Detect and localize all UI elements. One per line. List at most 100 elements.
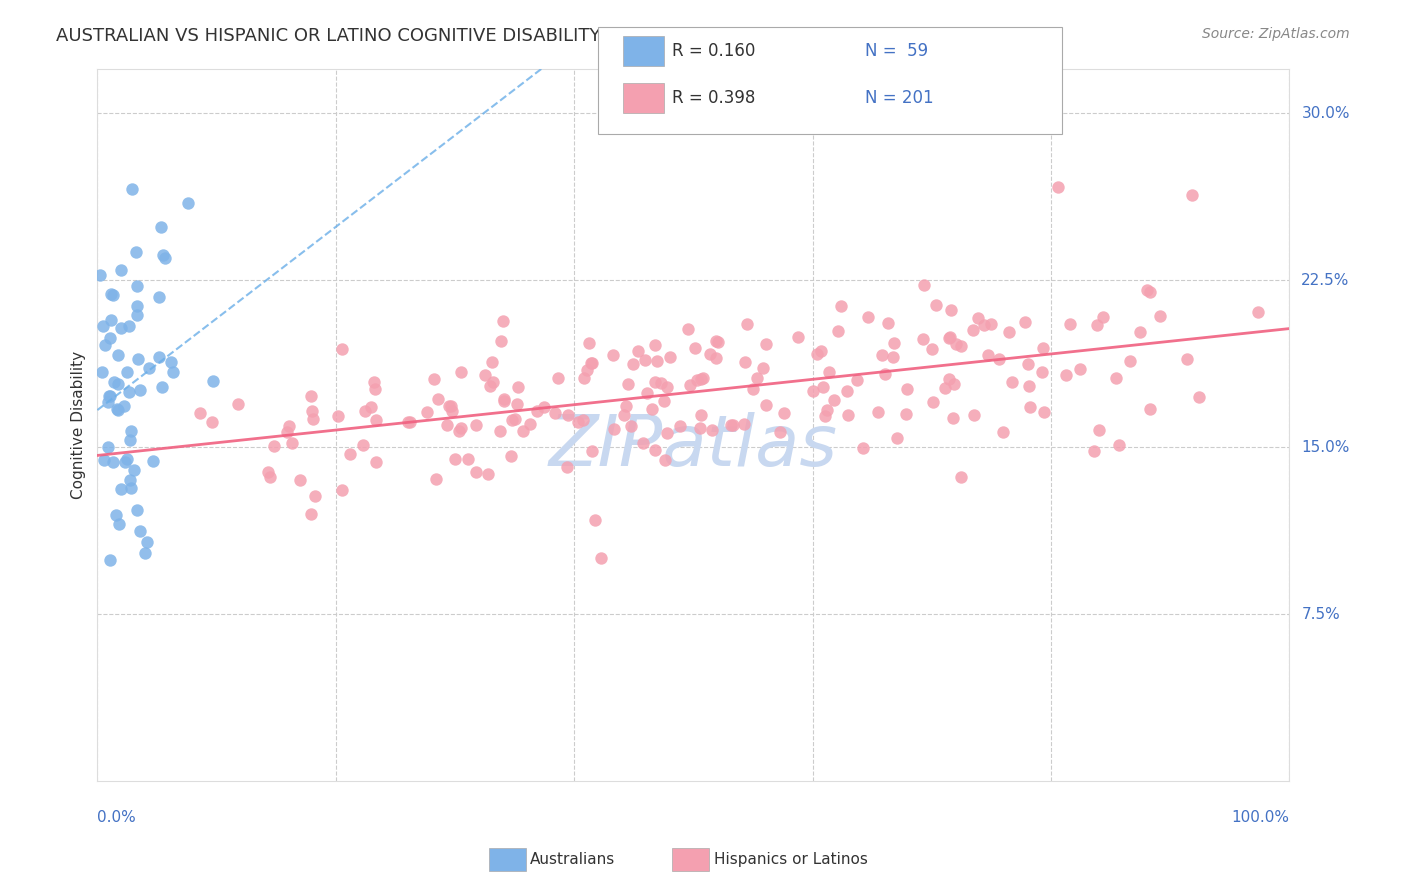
Point: [134, 546, 156, 560]
Point: [950, 339, 973, 353]
Point: [114, 399, 136, 413]
Point: [280, 435, 302, 450]
Point: [1105, 370, 1128, 384]
Point: [352, 437, 374, 451]
Point: [683, 341, 706, 355]
Point: [1139, 401, 1161, 416]
Point: [399, 415, 422, 429]
Point: [925, 298, 948, 312]
Point: [1136, 284, 1159, 298]
Point: [647, 354, 669, 368]
Point: [1149, 310, 1171, 324]
Point: [136, 534, 159, 549]
Point: [1031, 365, 1053, 379]
Y-axis label: Cognitive Disability: Cognitive Disability: [72, 351, 86, 499]
Point: [97, 440, 120, 454]
Point: [755, 337, 778, 351]
Point: [689, 421, 711, 435]
Point: [1175, 352, 1198, 367]
Point: [922, 394, 945, 409]
Point: [122, 463, 145, 477]
Point: [669, 419, 692, 434]
Point: [1000, 375, 1022, 389]
Point: [354, 404, 377, 418]
Point: [94, 338, 117, 352]
Point: [621, 357, 644, 371]
Point: [107, 403, 129, 417]
Point: [129, 524, 152, 538]
Point: [811, 380, 834, 394]
Point: [690, 372, 713, 386]
Point: [557, 408, 579, 422]
Point: [93, 452, 115, 467]
Point: [360, 400, 382, 414]
Point: [437, 399, 460, 413]
Point: [259, 469, 281, 483]
Point: [124, 245, 146, 260]
Point: [155, 252, 177, 266]
Point: [1083, 444, 1105, 458]
Point: [755, 398, 778, 412]
Point: [506, 380, 529, 394]
Point: [299, 507, 322, 521]
Point: [118, 385, 141, 400]
Point: [752, 360, 775, 375]
Point: [846, 373, 869, 387]
Point: [616, 399, 638, 413]
Text: 7.5%: 7.5%: [1302, 607, 1340, 622]
Point: [103, 288, 125, 302]
Point: [148, 351, 170, 365]
Point: [870, 348, 893, 362]
Point: [733, 417, 755, 432]
Point: [149, 220, 172, 235]
Point: [1031, 341, 1053, 355]
Point: [1181, 187, 1204, 202]
Point: [465, 465, 488, 479]
Point: [481, 354, 503, 368]
Point: [489, 424, 512, 438]
Point: [492, 392, 515, 406]
Point: [533, 401, 555, 415]
Point: [1018, 378, 1040, 392]
Point: [963, 409, 986, 423]
Point: [118, 319, 141, 334]
Point: [426, 392, 449, 406]
Point: [575, 363, 598, 377]
Point: [1108, 438, 1130, 452]
Point: [998, 325, 1021, 339]
Point: [506, 397, 529, 411]
Point: [339, 447, 361, 461]
Point: [659, 351, 682, 365]
Point: [201, 415, 224, 429]
Point: [115, 452, 138, 467]
Point: [1088, 423, 1111, 437]
Point: [503, 412, 526, 426]
Point: [1019, 400, 1042, 414]
Point: [650, 376, 672, 390]
Point: [441, 404, 464, 418]
Point: [583, 513, 606, 527]
Point: [685, 373, 707, 387]
Point: [991, 425, 1014, 439]
Point: [425, 472, 447, 486]
Point: [644, 375, 666, 389]
Point: [911, 332, 934, 346]
Point: [114, 455, 136, 469]
Point: [202, 375, 225, 389]
Point: [162, 365, 184, 379]
Point: [120, 425, 142, 439]
Point: [177, 196, 200, 211]
Point: [288, 473, 311, 487]
Point: [492, 393, 515, 408]
Point: [679, 378, 702, 392]
Point: [942, 377, 965, 392]
Point: [1059, 318, 1081, 332]
Point: [188, 406, 211, 420]
Point: [631, 436, 654, 450]
Point: [827, 324, 849, 338]
Point: [581, 444, 603, 458]
Point: [579, 356, 602, 370]
Point: [967, 310, 990, 325]
Point: [1247, 305, 1270, 319]
Point: [544, 406, 567, 420]
